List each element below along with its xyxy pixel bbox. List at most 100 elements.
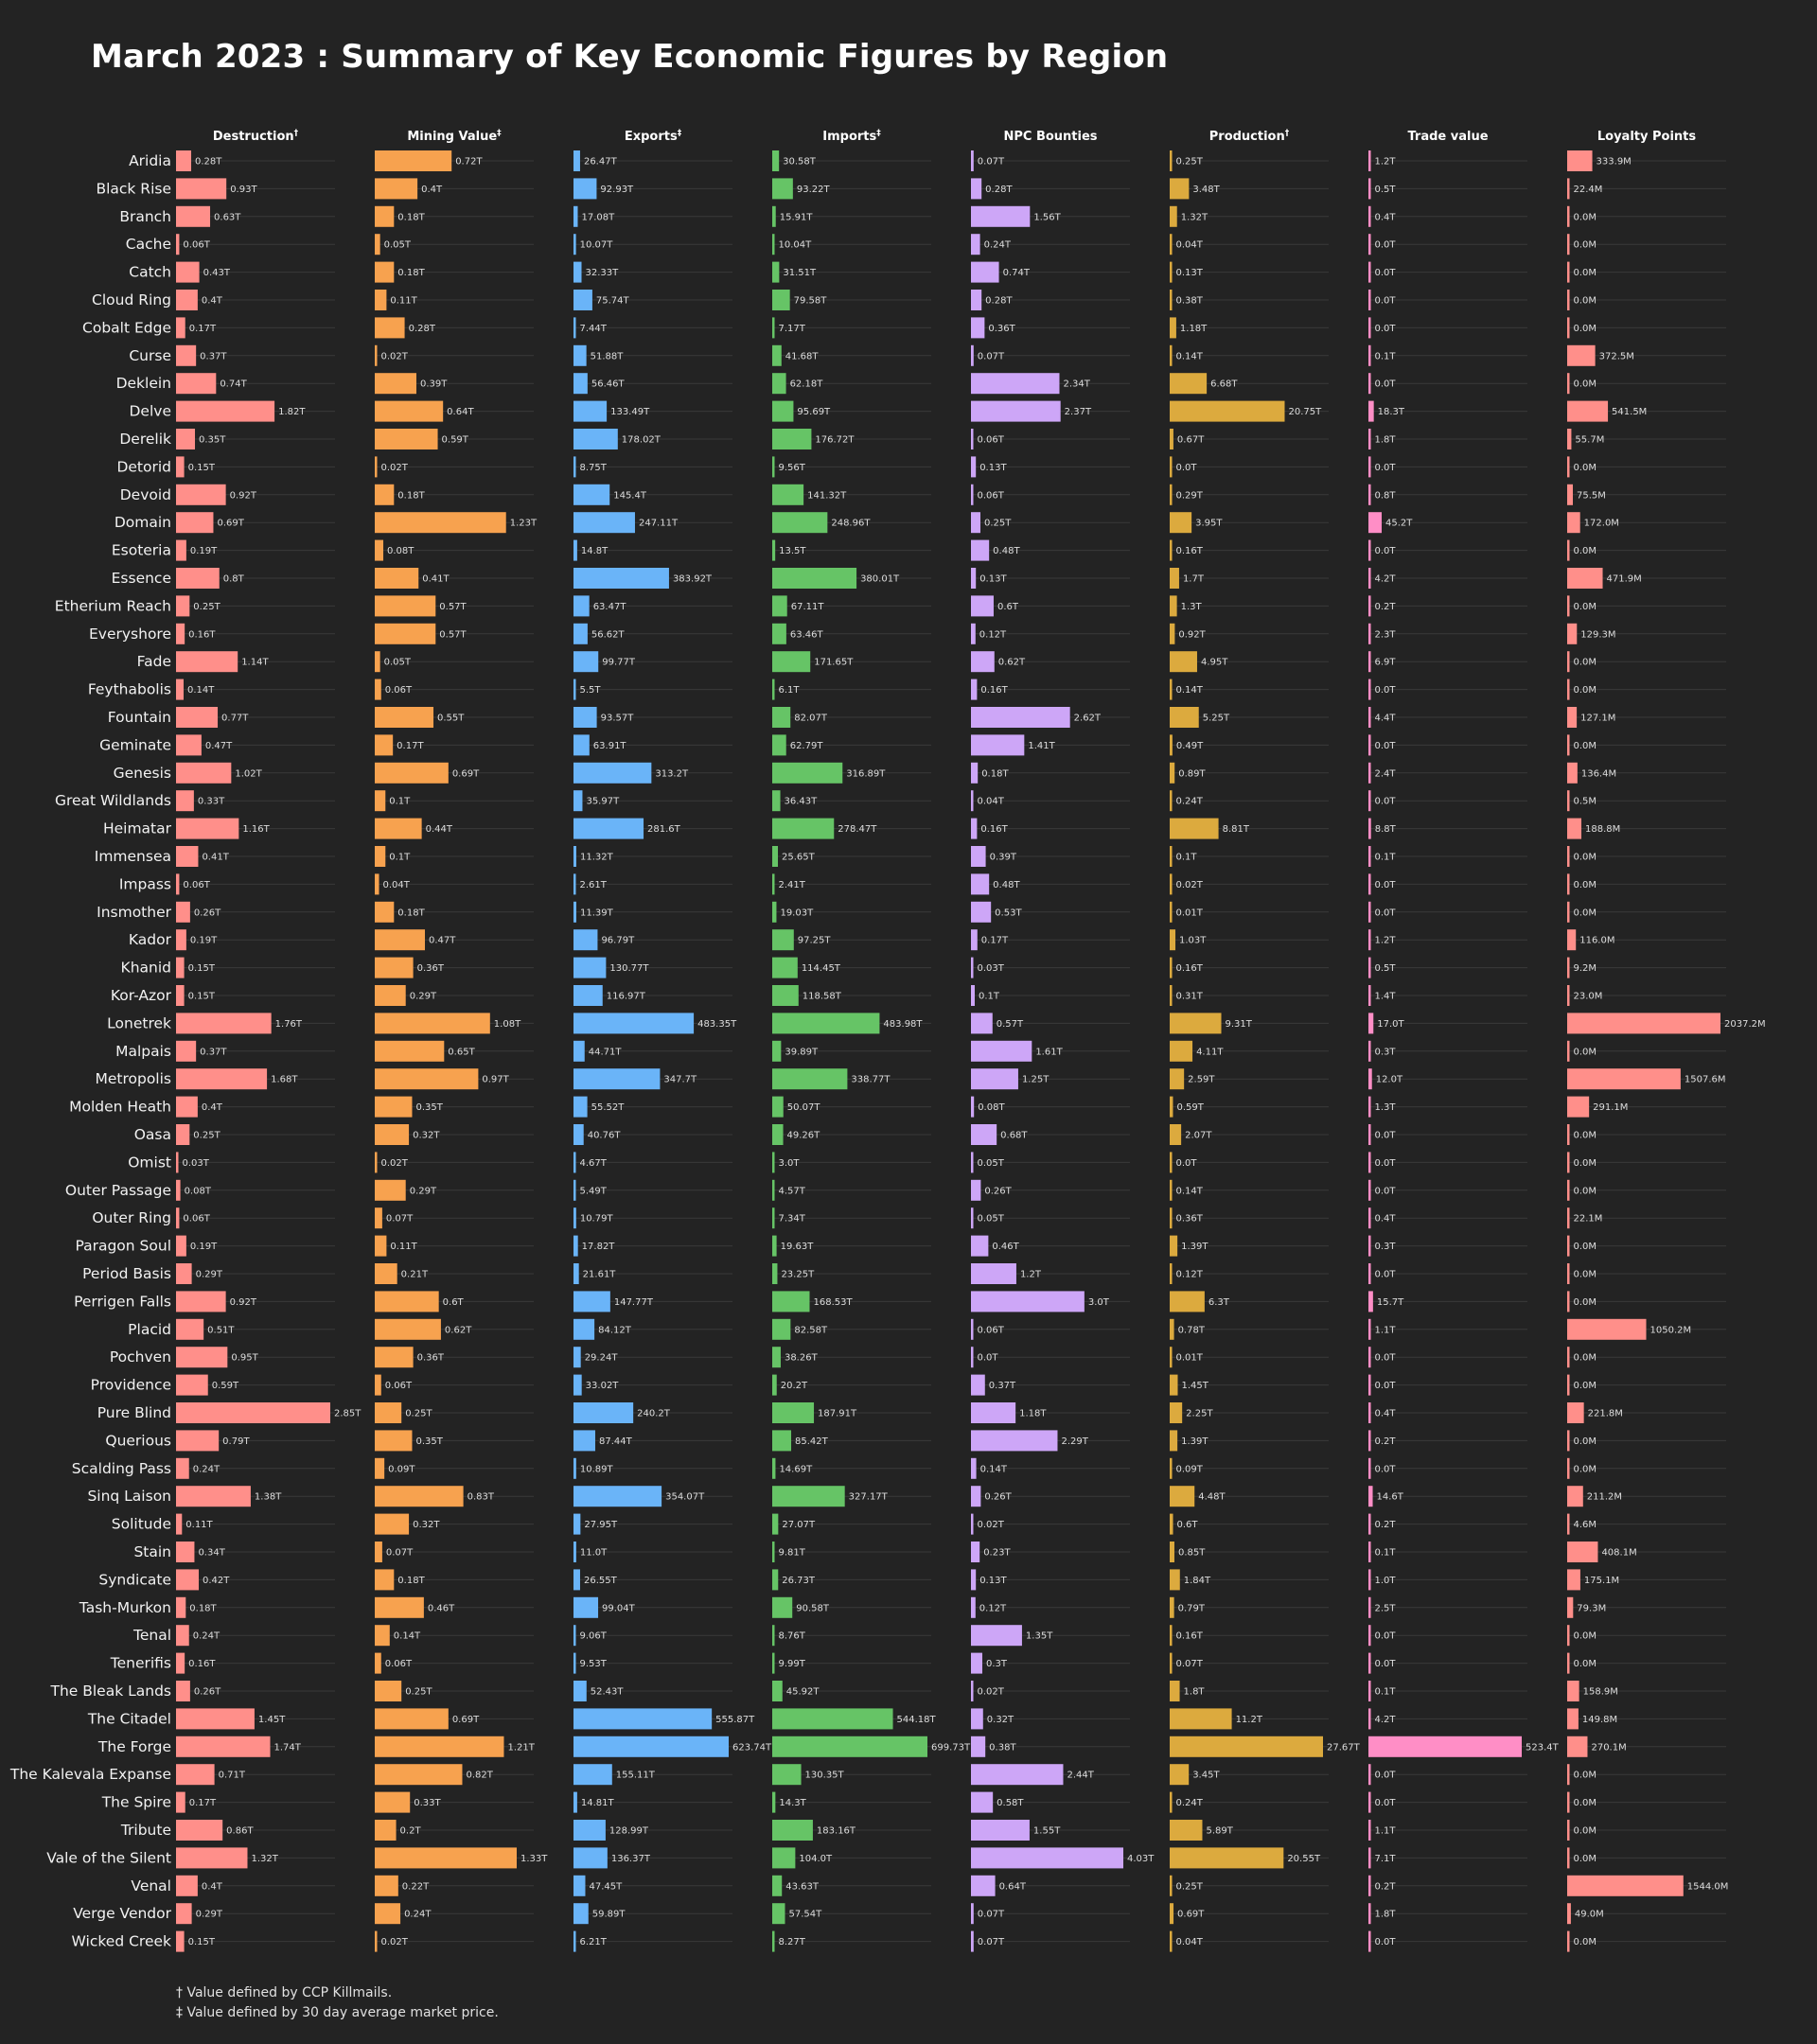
data-label: 0.18T [189, 1603, 217, 1613]
data-bar [971, 1513, 974, 1535]
series-header: Mining Value‡ [407, 129, 502, 144]
data-bar [375, 1596, 424, 1618]
data-bar [1170, 1179, 1173, 1201]
data-bar [176, 1430, 220, 1452]
data-bar [1368, 429, 1371, 449]
data-label: 0.0M [1574, 1937, 1597, 1947]
region-label: Sinq Laison [87, 1488, 171, 1505]
data-label: 0.28T [409, 324, 436, 334]
data-label: 47.45T [589, 1881, 623, 1892]
data-bar [1368, 790, 1371, 812]
data-label: 1.8T [1375, 435, 1397, 446]
data-label: 2.25T [1186, 1409, 1213, 1419]
region-label: Genesis [114, 765, 171, 782]
data-label: 0.82T [466, 1771, 493, 1781]
data-label: 0.22T [402, 1881, 430, 1892]
data-label: 0.06T [183, 240, 210, 251]
data-label: 188.8M [1585, 824, 1620, 835]
data-label: 0.93T [230, 185, 257, 195]
data-label: 21.61T [583, 1270, 617, 1280]
data-label: 0.01T [1176, 1353, 1204, 1364]
data-bar [772, 985, 799, 1006]
data-label: 1.18T [1180, 324, 1208, 334]
data-label: 0.0M [1574, 1854, 1597, 1864]
data-bar [772, 1513, 779, 1535]
data-label: 380.01T [860, 574, 900, 585]
data-bar [375, 568, 419, 589]
data-label: 0.1T [979, 992, 1000, 1002]
data-bar [772, 1736, 927, 1757]
data-label: 20.75T [1288, 407, 1322, 417]
data-bar [1567, 1402, 1584, 1423]
data-bar [1170, 178, 1190, 200]
data-bar [375, 595, 436, 617]
data-label: 0.77T [221, 714, 249, 724]
data-label: 55.7M [1575, 435, 1604, 446]
data-label: 0.69T [217, 519, 244, 529]
data-bar [1170, 1402, 1183, 1423]
data-bar [1567, 512, 1580, 534]
data-bar [772, 1263, 778, 1284]
data-bar [1170, 595, 1177, 617]
data-label: 26.55T [584, 1576, 618, 1586]
data-label: 0.0M [1574, 685, 1597, 696]
data-label: 51.88T [591, 351, 625, 361]
data-label: 0.02T [381, 463, 409, 473]
data-label: 1.55T [1033, 1826, 1061, 1837]
data-label: 130.77T [609, 963, 649, 974]
data-bar [1368, 1681, 1371, 1701]
data-bar [176, 1847, 248, 1869]
data-bar [1170, 707, 1199, 728]
data-bar [1170, 1903, 1174, 1925]
data-label: 0.07T [978, 1937, 1005, 1947]
data-bar [772, 205, 776, 227]
region-label: Tenerifis [110, 1655, 171, 1672]
data-bar [1368, 456, 1371, 478]
data-label: 0.16T [188, 1659, 216, 1669]
data-bar [1368, 1347, 1371, 1368]
data-bar [772, 1402, 815, 1423]
data-bar [1567, 734, 1570, 756]
data-label: 1.38T [255, 1492, 282, 1503]
data-bar [573, 1430, 595, 1452]
data-label: 0.0M [1574, 1270, 1597, 1280]
data-bar [176, 818, 239, 839]
data-bar [176, 1235, 186, 1257]
data-label: 0.05T [978, 1214, 1005, 1225]
data-bar [971, 1652, 982, 1674]
data-label: 0.85T [1178, 1548, 1206, 1559]
data-label: 145.4T [613, 490, 647, 501]
data-bar [375, 1152, 378, 1173]
data-bar [1368, 400, 1374, 422]
data-label: 0.24T [984, 240, 1012, 251]
data-bar [573, 539, 577, 561]
data-bar [176, 1318, 204, 1340]
data-bar [375, 1430, 413, 1452]
data-label: 55.52T [591, 1102, 626, 1113]
data-label: 5.49T [580, 1186, 608, 1196]
data-bar [772, 1152, 775, 1173]
data-bar [1567, 762, 1578, 784]
data-label: 0.25T [1176, 157, 1204, 167]
data-label: 0.0M [1574, 1242, 1597, 1252]
data-bar [375, 290, 387, 310]
data-label: 90.58T [796, 1603, 830, 1613]
data-label: 0.15T [188, 1937, 216, 1947]
data-label: 0.35T [199, 435, 226, 446]
data-label: 2.41T [779, 880, 806, 890]
data-bar [772, 818, 835, 839]
data-bar [1170, 234, 1173, 256]
data-bar [176, 678, 185, 700]
data-label: 0.14T [394, 1631, 421, 1642]
data-bar [971, 1791, 994, 1813]
data-bar [176, 1681, 190, 1701]
data-bar [573, 178, 597, 200]
data-bar [772, 261, 780, 283]
data-label: 0.69T [452, 768, 480, 779]
data-label: 0.5T [1375, 185, 1397, 195]
data-label: 0.29T [196, 1270, 223, 1280]
data-label: 43.63T [785, 1881, 820, 1892]
data-label: 1.18T [1019, 1409, 1047, 1419]
data-bar [1170, 1152, 1173, 1173]
data-label: 0.02T [1176, 880, 1204, 890]
